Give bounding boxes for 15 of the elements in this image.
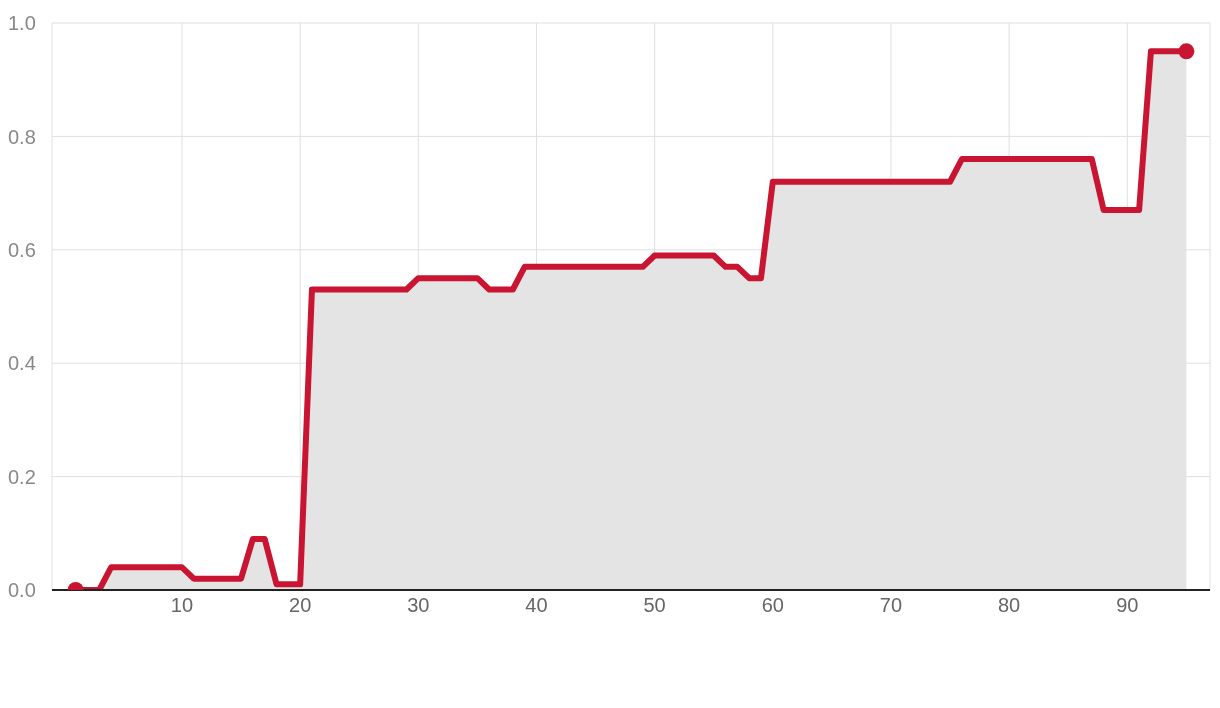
y-tick-label: 0.0	[8, 579, 36, 602]
x-tick-label: 50	[643, 594, 666, 617]
x-tick-label: 60	[761, 594, 784, 617]
x-tick-label: 70	[879, 594, 903, 617]
x-tick-label: 20	[289, 594, 312, 617]
x-tick-label: 90	[1116, 594, 1139, 617]
y-tick-label: 0.8	[8, 125, 36, 148]
x-tick-label: 40	[525, 594, 548, 617]
y-tick-label: 1.0	[8, 12, 36, 35]
y-tick-label: 0.2	[8, 465, 36, 488]
x-tick-label: 80	[998, 594, 1021, 617]
y-tick-label: 0.6	[8, 238, 36, 261]
x-tick-label: 30	[407, 594, 430, 617]
y-tick-label: 0.4	[8, 352, 36, 375]
x-tick-label: 10	[170, 594, 194, 617]
